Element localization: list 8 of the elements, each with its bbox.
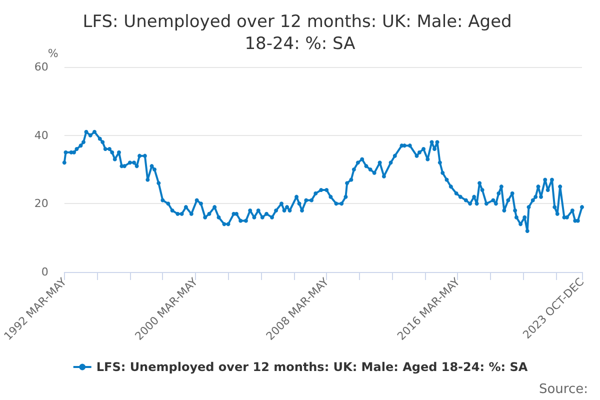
legend-label: LFS: Unemployed over 12 months: UK: Male: Aged 18-24: %: SA — [96, 360, 528, 374]
y-tick-label: 60 — [34, 60, 48, 74]
y-axis-title: % — [48, 47, 58, 60]
y-tick-label: 0 — [41, 266, 48, 278]
chart-title: LFS: Unemployed over 12 months: UK: Male: Aged 18-24: %: SA — [82, 12, 518, 54]
y-tick-label: 20 — [34, 197, 48, 210]
y-tick-label: 40 — [34, 128, 48, 142]
source-note: Source: — [538, 382, 588, 397]
